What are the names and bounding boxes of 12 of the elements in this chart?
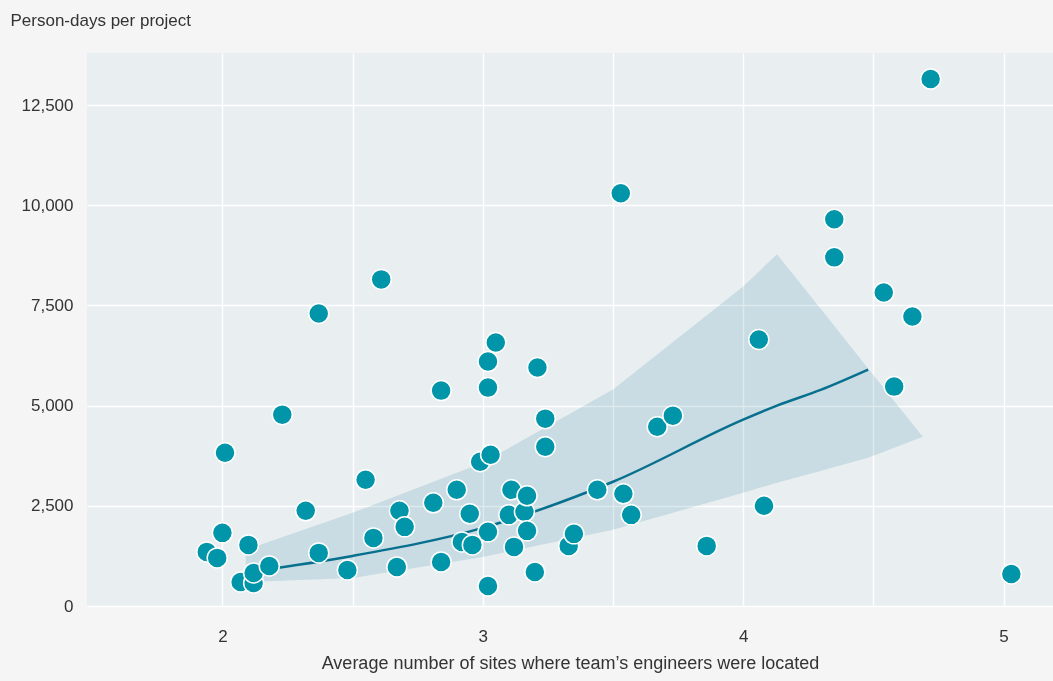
y-tick-label: 7,500 — [30, 295, 74, 315]
y-tick-label: 12,500 — [21, 95, 74, 115]
y-tick-label: 2,500 — [30, 496, 74, 516]
x-tick-label: 2 — [218, 626, 228, 646]
x-tick-label: 5 — [999, 626, 1009, 646]
y-tick-label: 0 — [64, 596, 74, 616]
x-axis-title: Average number of sites where team’s engineers were located — [321, 652, 820, 673]
x-tick-label: 3 — [478, 626, 489, 646]
y-tick-label: 5,000 — [30, 396, 74, 416]
x-tick-label: 4 — [738, 626, 749, 646]
y-axis-title: Person-days per project — [10, 10, 192, 30]
y-tick-label: 10,000 — [21, 195, 74, 215]
